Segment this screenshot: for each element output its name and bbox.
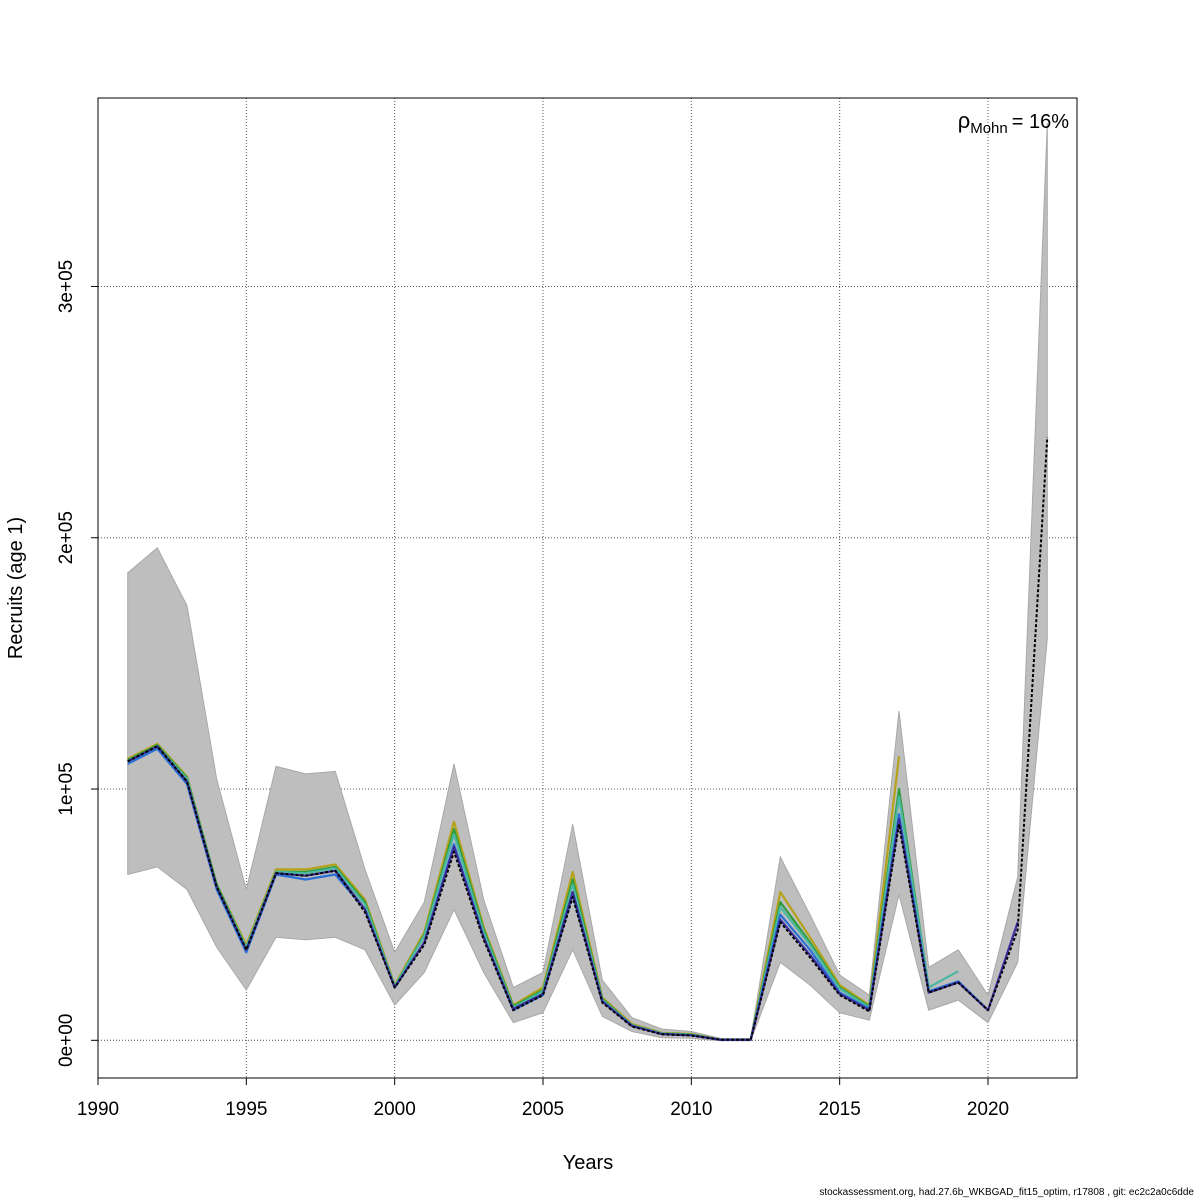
mohn-rho-symbol: ρ xyxy=(958,108,971,133)
x-tick-label: 2020 xyxy=(967,1099,1009,1120)
x-tick-label: 2000 xyxy=(374,1099,416,1120)
x-tick-label: 1990 xyxy=(77,1099,119,1120)
x-tick-label: 2005 xyxy=(522,1099,564,1120)
y-axis: 0e+00 1e+05 2e+05 3e+05 xyxy=(56,260,99,1067)
series-line-6 xyxy=(127,437,1049,1041)
x-tick-label: 1995 xyxy=(225,1099,267,1120)
y-axis-title: Recruits (age 1) xyxy=(5,517,27,659)
confidence-band-layer xyxy=(127,123,1048,1042)
x-tick-label: 2015 xyxy=(819,1099,861,1120)
y-tick-label: 3e+05 xyxy=(56,260,77,313)
y-tick-label: 0e+00 xyxy=(56,1014,77,1067)
mohn-rho-annotation: ρMohn = 16% xyxy=(958,108,1070,137)
series-layer xyxy=(127,437,1049,1041)
x-axis: 1990 1995 2000 2005 2010 2015 2020 xyxy=(77,1077,1009,1120)
x-axis-title: Years xyxy=(563,1152,613,1174)
mohn-rho-subscript: Mohn xyxy=(970,120,1008,137)
mohn-rho-value: = 16% xyxy=(1012,111,1069,133)
x-tick-label: 2010 xyxy=(670,1099,712,1120)
footer-caption: stockassessment.org, had.27.6b_WKBGAD_fi… xyxy=(819,1187,1194,1198)
y-tick-label: 1e+05 xyxy=(56,762,77,815)
y-tick-label: 2e+05 xyxy=(56,511,77,564)
confidence-band xyxy=(127,123,1048,1042)
